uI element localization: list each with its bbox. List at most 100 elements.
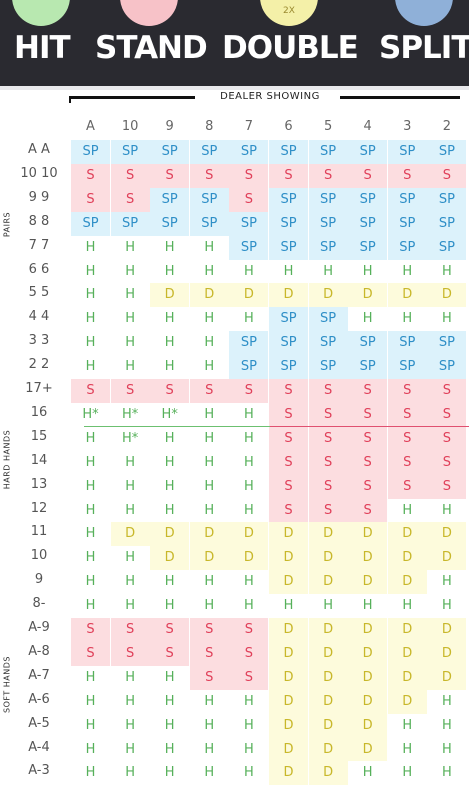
strategy-cell: H — [189, 450, 229, 475]
strategy-cell: S — [229, 641, 269, 666]
stand-button[interactable]: STAND — [95, 30, 208, 66]
strategy-cell: H — [110, 259, 150, 284]
strategy-cell: D — [427, 546, 467, 571]
strategy-cell: H — [71, 546, 110, 571]
strategy-cell: SP — [308, 331, 348, 356]
strategy-cell: S — [387, 426, 427, 451]
strategy-cell: H — [387, 594, 427, 619]
strategy-cell: S — [110, 379, 150, 403]
strategy-cell: H — [308, 259, 348, 284]
strategy-cell: D — [308, 522, 348, 547]
strategy-cell: H — [189, 594, 229, 619]
strategy-cell: H — [348, 307, 388, 332]
strategy-cell: S — [71, 379, 110, 403]
hit-stand-boundary-red — [270, 426, 469, 427]
strategy-cell: H — [110, 546, 150, 571]
strategy-cell: D — [348, 283, 388, 308]
dealer-column-header: 3 — [403, 119, 412, 134]
strategy-cell: D — [269, 546, 308, 571]
strategy-cell: H — [189, 761, 229, 786]
row-label: A-9 — [28, 620, 50, 635]
stand-circle-icon[interactable] — [120, 0, 178, 26]
dealer-column-header: A — [86, 119, 95, 134]
section-label-soft: SOFT HANDS — [2, 656, 12, 713]
strategy-cell: D — [150, 522, 190, 547]
row-label: 5 5 — [28, 285, 50, 301]
strategy-cell: D — [348, 570, 388, 595]
strategy-cell: S — [387, 379, 427, 403]
strategy-cell: S — [348, 426, 388, 451]
row-label: A A — [28, 142, 50, 157]
split-button[interactable]: SPLIT — [379, 30, 469, 66]
strategy-cell: D — [348, 737, 388, 762]
strategy-cell: D — [269, 737, 308, 762]
strategy-cell: SP — [427, 140, 467, 164]
strategy-cell: D — [387, 570, 427, 595]
strategy-cell: H — [189, 307, 229, 332]
strategy-cell: D — [308, 546, 348, 571]
strategy-cell: SP — [387, 355, 427, 380]
hit-button[interactable]: HIT — [14, 30, 71, 66]
strategy-cell: H — [387, 737, 427, 762]
strategy-cell: D — [308, 618, 348, 642]
strategy-cell: D — [189, 283, 229, 308]
row-label: A-6 — [28, 691, 50, 707]
hit-circle-icon[interactable] — [12, 0, 70, 26]
strategy-cell: H — [229, 689, 269, 714]
strategy-cell: S — [348, 163, 388, 188]
strategy-cell: S — [229, 618, 269, 642]
strategy-cell: S — [427, 450, 467, 475]
double-circle-icon[interactable]: 2X — [260, 0, 318, 26]
strategy-cell: H — [71, 426, 110, 451]
dealer-column-header: 8 — [205, 119, 214, 134]
dealer-showing-title: DEALER SHOWING — [220, 91, 320, 102]
strategy-cell: H — [427, 737, 467, 762]
strategy-cell: H — [71, 522, 110, 547]
strategy-cell: H — [387, 259, 427, 284]
strategy-cell: S — [269, 450, 308, 475]
row-label: 2 2 — [28, 357, 50, 373]
strategy-cell: SP — [269, 235, 308, 260]
strategy-cell: D — [427, 283, 467, 308]
strategy-cell: D — [229, 522, 269, 547]
row-label: 11 — [30, 524, 48, 540]
strategy-cell: S — [348, 402, 388, 427]
strategy-cell: H — [427, 570, 467, 595]
divider — [0, 86, 469, 90]
strategy-cell: H — [348, 259, 388, 284]
strategy-cell: SP — [229, 140, 269, 164]
row-label: 7 7 — [28, 237, 50, 253]
strategy-cell: SP — [348, 235, 388, 260]
split-circle-icon[interactable] — [395, 0, 453, 26]
strategy-cell: H — [387, 761, 427, 786]
hit-stand-boundary-green — [84, 426, 270, 427]
row-label: 16 — [30, 404, 48, 420]
dealer-column-header: 6 — [284, 119, 293, 134]
strategy-cell: D — [387, 641, 427, 666]
strategy-cell: H — [150, 474, 190, 499]
strategy-cell: H — [150, 235, 190, 260]
strategy-cell: D — [269, 713, 308, 738]
strategy-cell: SP — [387, 187, 427, 212]
strategy-cell: S — [387, 163, 427, 188]
dealer-column-header: 2 — [442, 119, 452, 134]
row-label: 10 — [30, 548, 48, 564]
strategy-cell: SP — [308, 355, 348, 380]
row-label: 9 — [34, 572, 44, 588]
strategy-cell: H — [308, 594, 348, 619]
strategy-cell: SP — [348, 331, 388, 356]
strategy-cell: S — [427, 474, 467, 499]
strategy-cell: D — [348, 641, 388, 666]
dealer-column-header: 9 — [165, 119, 174, 134]
strategy-cell: S — [269, 426, 308, 451]
strategy-cell: D — [427, 641, 467, 666]
strategy-cell: S — [71, 641, 110, 666]
row-label: A-3 — [28, 763, 50, 779]
strategy-cell: S — [150, 618, 190, 642]
strategy-cell: H — [150, 259, 190, 284]
strategy-cell: D — [308, 761, 348, 786]
strategy-cell: SP — [269, 355, 308, 380]
strategy-cell: H — [110, 235, 150, 260]
strategy-cell: S — [308, 379, 348, 403]
double-button[interactable]: DOUBLE — [222, 30, 359, 66]
